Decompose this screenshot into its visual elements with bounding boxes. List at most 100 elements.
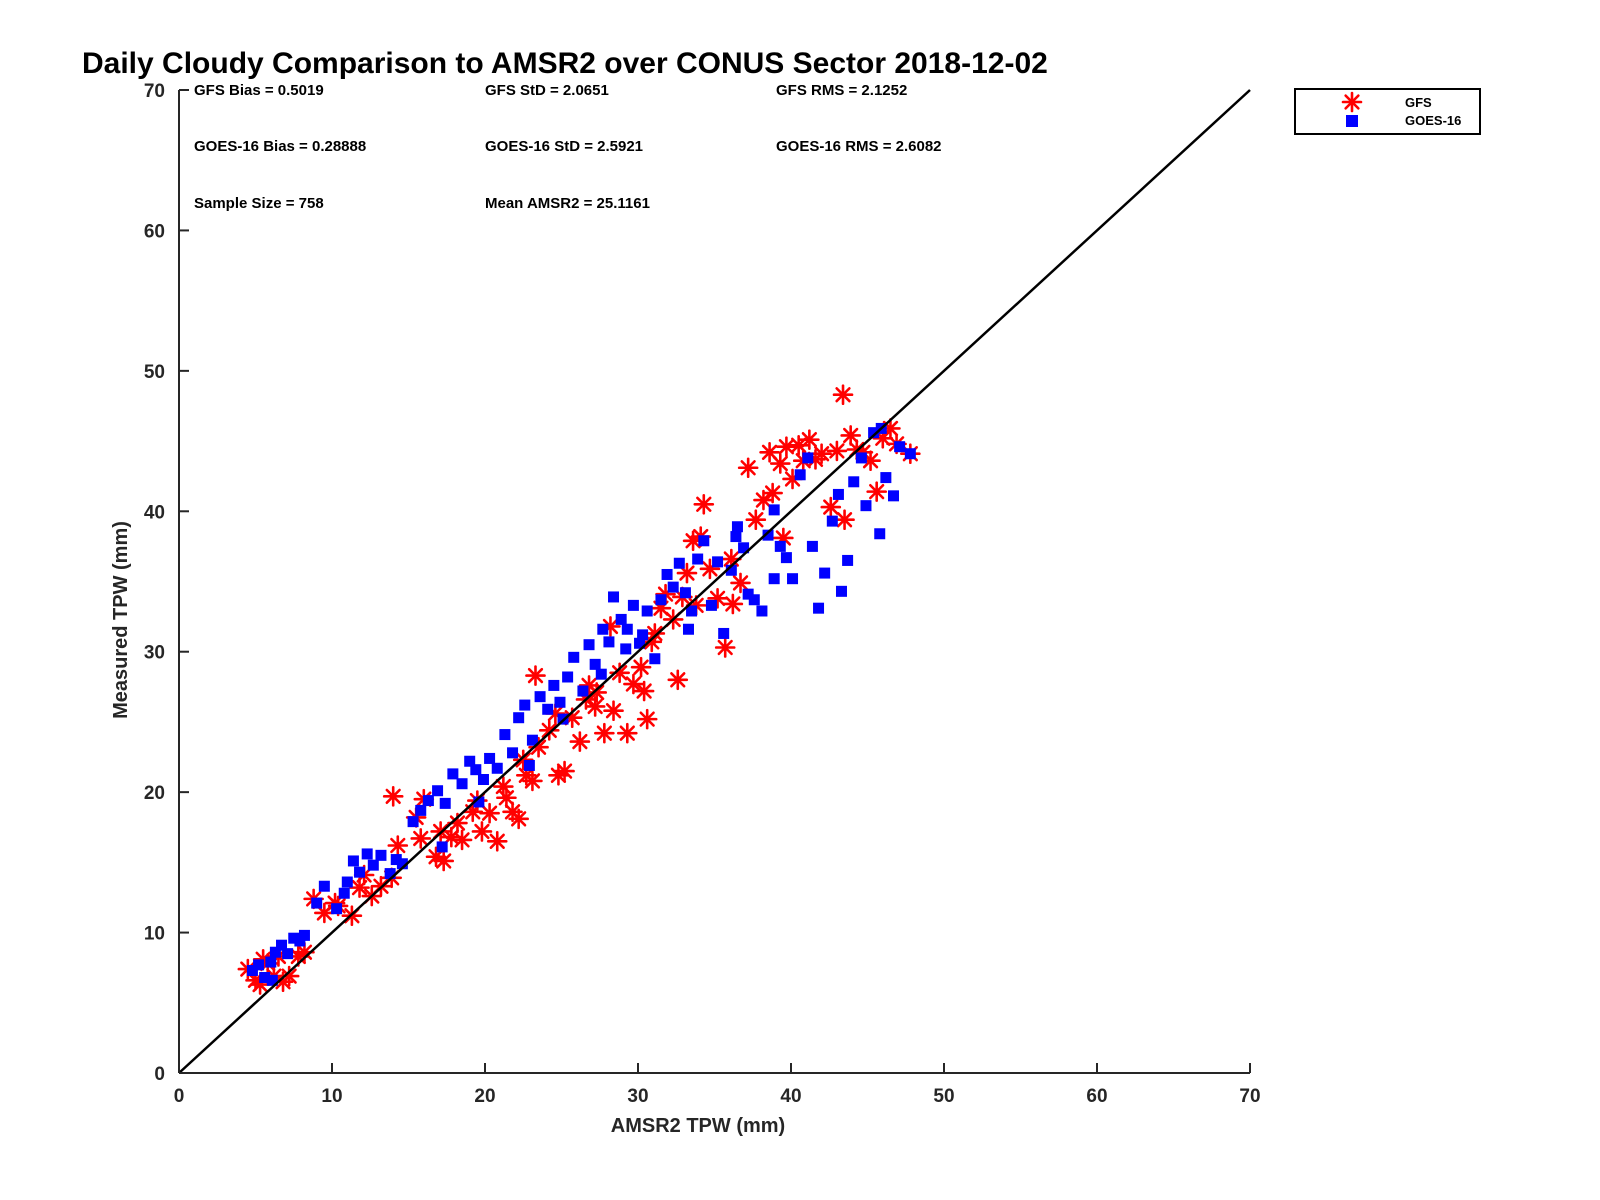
sample-size-text: Sample Size = 758 bbox=[194, 195, 324, 212]
goes16-point bbox=[813, 602, 825, 614]
goes16-point bbox=[464, 755, 476, 767]
goes16-point bbox=[762, 529, 774, 541]
gfs-point bbox=[820, 496, 842, 518]
chart-title: Daily Cloudy Comparison to AMSR2 over CO… bbox=[82, 47, 1048, 80]
y-tick-label: 60 bbox=[144, 221, 165, 242]
goes16-point bbox=[447, 768, 459, 780]
goes16-point bbox=[259, 972, 271, 984]
goes16-point bbox=[331, 903, 343, 915]
mean-amsr2-text: Mean AMSR2 = 25.1161 bbox=[485, 195, 650, 212]
gfs-point bbox=[486, 830, 508, 852]
x-tick-label: 20 bbox=[474, 1086, 495, 1107]
gfs-point bbox=[667, 669, 689, 691]
gfs-point bbox=[493, 776, 514, 797]
goes16-point bbox=[384, 868, 396, 880]
goes16-point bbox=[774, 540, 786, 552]
one-to-one-line bbox=[178, 89, 1251, 1074]
goes16-point bbox=[347, 855, 359, 867]
gfs-point bbox=[834, 509, 855, 531]
goes16-point bbox=[276, 939, 288, 951]
goes16-point bbox=[507, 747, 519, 759]
goes16-point bbox=[375, 849, 387, 861]
goes16-point bbox=[439, 797, 451, 809]
goes16-point bbox=[534, 691, 546, 703]
goes16-point bbox=[860, 500, 872, 512]
goes16-point bbox=[269, 946, 281, 958]
gfs-point bbox=[554, 760, 575, 782]
gfs-point bbox=[693, 493, 715, 515]
plot-area bbox=[237, 384, 921, 995]
legend: GFS GOES-16 bbox=[1294, 88, 1481, 135]
gfs-point bbox=[722, 593, 744, 615]
goes16-point bbox=[415, 804, 427, 816]
gfs-point bbox=[410, 828, 432, 849]
goes16-point bbox=[484, 752, 496, 764]
y-tick-label: 70 bbox=[144, 81, 165, 102]
goes16-point bbox=[568, 651, 580, 663]
gfs-rms-text: GFS RMS = 2.1252 bbox=[776, 82, 907, 99]
gfs-point bbox=[508, 808, 529, 830]
gfs-point bbox=[603, 700, 624, 721]
gfs-point bbox=[522, 770, 543, 792]
gfs-point bbox=[730, 572, 751, 594]
goes16-point bbox=[603, 636, 615, 648]
gfs-point bbox=[811, 443, 832, 465]
x-tick-label: 10 bbox=[321, 1086, 342, 1107]
y-tick-label: 40 bbox=[144, 502, 165, 523]
gfs-point bbox=[714, 637, 736, 658]
goes16-point bbox=[341, 876, 353, 888]
goes-std-text: GOES-16 StD = 2.5921 bbox=[485, 138, 643, 155]
goes16-point bbox=[491, 762, 503, 774]
gfs-point bbox=[387, 835, 409, 856]
gfs-point bbox=[382, 786, 404, 807]
goes16-point bbox=[338, 887, 350, 899]
goes16-point bbox=[519, 699, 531, 711]
goes16-point bbox=[422, 795, 434, 807]
gfs-point bbox=[676, 562, 698, 584]
goes16-point bbox=[294, 935, 306, 947]
goes16-point bbox=[589, 658, 601, 670]
goes16-point bbox=[470, 764, 482, 776]
goes16-point bbox=[655, 594, 667, 606]
y-axis-ticks: 0 10 20 30 40 50 60 70 bbox=[144, 81, 189, 1085]
goes16-point bbox=[513, 712, 525, 724]
goes16-point bbox=[667, 581, 679, 593]
gfs-point bbox=[479, 802, 500, 824]
goes16-point bbox=[880, 472, 892, 484]
goes16-point bbox=[780, 552, 792, 564]
gfs-point bbox=[759, 442, 780, 463]
gfs-point bbox=[745, 509, 767, 531]
gfs-point bbox=[799, 429, 820, 450]
goes16-point bbox=[718, 627, 730, 639]
x-tick-label: 50 bbox=[933, 1086, 954, 1107]
goes16-point bbox=[768, 504, 780, 516]
goes16-point bbox=[311, 897, 323, 909]
goes16-point bbox=[787, 573, 799, 585]
gfs-bias-text: GFS Bias = 0.5019 bbox=[194, 82, 324, 99]
gfs-point bbox=[737, 457, 759, 479]
goes16-point bbox=[894, 441, 906, 453]
goes16-point bbox=[608, 591, 620, 603]
goes16-point bbox=[577, 685, 589, 697]
goes16-point bbox=[802, 452, 814, 464]
goes16-point bbox=[523, 759, 535, 771]
goes16-point bbox=[682, 623, 694, 635]
y-tick-label: 10 bbox=[144, 924, 165, 945]
y-tick-label: 50 bbox=[144, 362, 165, 383]
goes16-point bbox=[615, 613, 627, 625]
x-tick-label: 40 bbox=[780, 1086, 801, 1107]
goes16-point bbox=[819, 567, 831, 579]
gfs-point bbox=[832, 384, 854, 406]
gfs-point bbox=[826, 440, 848, 462]
goes16-point bbox=[692, 553, 704, 565]
goes-bias-text: GOES-16 Bias = 0.28888 bbox=[194, 138, 366, 155]
goes16-point bbox=[361, 848, 373, 860]
goes16-point bbox=[253, 959, 265, 971]
goes16-point bbox=[597, 623, 609, 635]
goes16-point bbox=[725, 564, 737, 576]
goes16-point bbox=[848, 476, 860, 488]
goes16-point bbox=[634, 637, 646, 649]
gfs-point bbox=[762, 482, 783, 504]
gfs-point bbox=[840, 425, 861, 446]
